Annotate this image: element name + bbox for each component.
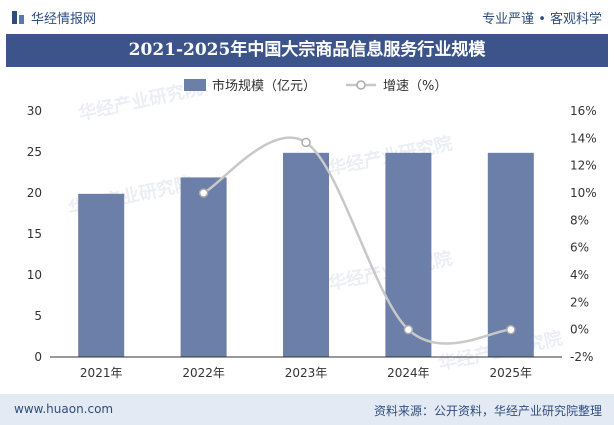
footer: www.huaon.com 资料来源：公开资料，华经产业研究院整理	[0, 394, 614, 425]
top-bar: 华经情报网 专业严谨 • 客观科学	[0, 0, 614, 34]
bar-series	[78, 152, 534, 357]
axes: 0 5 10 15 20 25 30 -2% 0% 2% 4% 6% 8% 10% 12% 14% 16% 202…	[27, 104, 597, 380]
bar-2	[283, 152, 329, 357]
y-left-tick-label: 0	[34, 350, 42, 364]
y-right-tick-label: 12%	[570, 159, 597, 173]
growth-marker-2	[403, 324, 414, 335]
tagline: 专业严谨 • 客观科学	[482, 12, 602, 27]
legend-bar-swatch	[184, 79, 206, 91]
x-tick-label: 2023年	[285, 366, 328, 380]
bar-3	[385, 152, 432, 357]
y-left-tick-label: 15	[27, 227, 42, 241]
y-right-tick-label: 0%	[570, 323, 589, 337]
bar-1	[180, 177, 227, 357]
legend-bar-label: 市场规模（亿元）	[212, 78, 316, 94]
bar-0	[78, 193, 125, 357]
y-left-tick-label: 30	[27, 104, 42, 118]
legend: 市场规模（亿元） 增速（%）	[184, 78, 447, 94]
y-left-tick-label: 5	[34, 309, 42, 323]
bar-4	[487, 152, 534, 357]
y-right-tick-label: 8%	[570, 213, 589, 227]
y-right-tick-label: 10%	[570, 186, 597, 200]
growth-marker-3	[506, 324, 516, 335]
x-tick-label: 2021年	[80, 366, 123, 380]
x-tick-label: 2025年	[490, 366, 533, 380]
legend-line-label: 增速（%）	[383, 79, 447, 94]
y-right-tick-label: 6%	[570, 241, 589, 255]
growth-line	[202, 136, 511, 345]
chart-title: 2021-2025年中国大宗商品信息服务行业规模	[6, 34, 608, 67]
y-right-tick-label: 4%	[570, 268, 589, 282]
site-url: www.huaon.com	[14, 402, 114, 416]
growth-marker-0	[198, 188, 209, 198]
brand-name: 华经情报网	[31, 12, 97, 27]
y-right-tick-label: 16%	[570, 104, 597, 118]
y-left-tick-label: 10	[27, 268, 42, 282]
y-left-tick-label: 20	[27, 186, 42, 200]
growth-marker-1	[301, 137, 311, 148]
y-right-tick-label: -2%	[570, 350, 593, 364]
y-left-tick-label: 25	[27, 145, 42, 159]
source-note: 资料来源：公开资料，华经产业研究院整理	[373, 404, 602, 418]
line-series	[198, 136, 516, 345]
legend-line-marker	[356, 80, 366, 90]
chart-canvas: 华经产业研究院华经产业研究院华经产业研究院华经产业研究院华经产业研究院 0510…	[27, 77, 597, 380]
x-tick-label: 2022年	[182, 366, 225, 380]
y-right-tick-label: 2%	[570, 295, 589, 309]
y-right-tick-label: 14%	[570, 131, 597, 145]
logo-icon	[12, 11, 24, 24]
x-tick-label: 2024年	[387, 366, 430, 380]
